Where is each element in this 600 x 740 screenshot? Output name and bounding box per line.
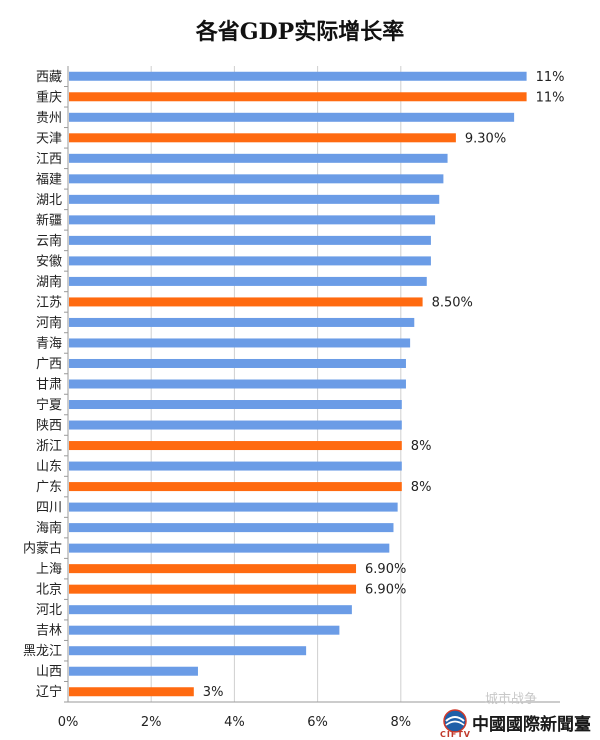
bar	[69, 112, 515, 122]
y-tick-label: 江西	[36, 152, 62, 167]
data-label: 8%	[411, 439, 432, 454]
y-tick-label: 广东	[36, 480, 62, 495]
data-label: 6.90%	[365, 583, 406, 598]
data-label: 3%	[203, 685, 224, 700]
bar	[69, 441, 402, 451]
y-tick-label: 西藏	[36, 70, 62, 85]
y-tick-label: 浙江	[36, 439, 62, 454]
y-tick-label: 北京	[36, 583, 62, 598]
y-tick-label: 云南	[36, 233, 62, 249]
globe-swirl-icon	[443, 709, 467, 733]
y-tick-label: 内蒙古	[23, 541, 62, 557]
y-tick-label: 青海	[36, 336, 62, 351]
y-tick-label: 宁夏	[36, 397, 62, 413]
y-tick-label: 贵州	[36, 111, 62, 126]
bar	[69, 482, 402, 492]
bar	[69, 420, 402, 430]
bar	[69, 646, 307, 656]
y-tick-label: 辽宁	[36, 684, 62, 700]
y-tick-label: 广西	[36, 357, 62, 372]
bar	[69, 71, 527, 81]
y-tick-label: 黑龙江	[23, 644, 62, 659]
bar	[69, 317, 415, 327]
y-tick-label: 江苏	[36, 294, 62, 310]
x-tick-label: 2%	[141, 715, 162, 730]
bar	[69, 400, 402, 410]
bar	[69, 687, 194, 697]
chart-title: 各省GDP实际增长率	[195, 19, 405, 45]
x-tick-label: 0%	[58, 715, 79, 730]
bar	[69, 215, 436, 225]
bar	[69, 502, 398, 512]
x-tick-label: 8%	[390, 715, 411, 730]
y-tick-label: 安徽	[36, 254, 62, 269]
y-tick-label: 山东	[36, 460, 62, 475]
y-tick-label: 吉林	[36, 624, 62, 639]
bar	[69, 256, 431, 266]
bar	[69, 235, 431, 245]
y-tick-label: 四川	[36, 501, 62, 516]
data-label: 11%	[536, 70, 565, 85]
data-label: 6.90%	[365, 562, 406, 577]
bar	[69, 338, 411, 348]
data-label: 8.50%	[432, 295, 473, 310]
y-tick-label: 重庆	[36, 89, 62, 105]
bar	[69, 564, 357, 574]
watermark-text: 城市战争	[485, 692, 538, 707]
bar	[69, 276, 427, 286]
y-tick-label: 上海	[36, 562, 62, 577]
x-tick-label: 4%	[224, 715, 245, 730]
bar	[69, 297, 423, 307]
y-tick-label: 陕西	[36, 419, 62, 434]
y-tick-label: 河南	[36, 315, 62, 331]
x-tick-label: 6%	[307, 715, 328, 730]
bar	[69, 153, 448, 163]
bar	[69, 523, 394, 533]
y-tick-label: 海南	[36, 520, 62, 536]
y-tick-label: 河北	[36, 603, 62, 618]
bar	[69, 133, 456, 143]
y-tick-label: 天津	[36, 131, 62, 146]
bar	[69, 605, 352, 615]
y-tick-label: 山西	[36, 665, 62, 680]
bar	[69, 194, 440, 204]
bar	[69, 358, 406, 368]
bar	[69, 461, 402, 471]
logo: 中國國際新聞臺 CIFTV	[440, 708, 600, 739]
bar	[69, 543, 390, 553]
bar	[69, 174, 444, 184]
y-tick-label: 湖南	[36, 274, 62, 290]
y-tick-label: 福建	[36, 172, 62, 187]
data-label: 11%	[536, 90, 565, 105]
bar	[69, 584, 357, 594]
y-tick-label: 甘肃	[36, 378, 62, 393]
y-tick-label: 湖北	[36, 193, 62, 208]
bar	[69, 92, 527, 102]
bar	[69, 379, 406, 389]
logo-sub: CIFTV	[440, 730, 471, 739]
y-tick-label: 新疆	[36, 212, 62, 228]
data-label: 8%	[411, 480, 432, 495]
bar	[69, 625, 340, 635]
bar	[69, 666, 198, 676]
data-label: 9.30%	[465, 131, 506, 146]
logo-name: 中國國際新聞臺	[472, 715, 591, 735]
